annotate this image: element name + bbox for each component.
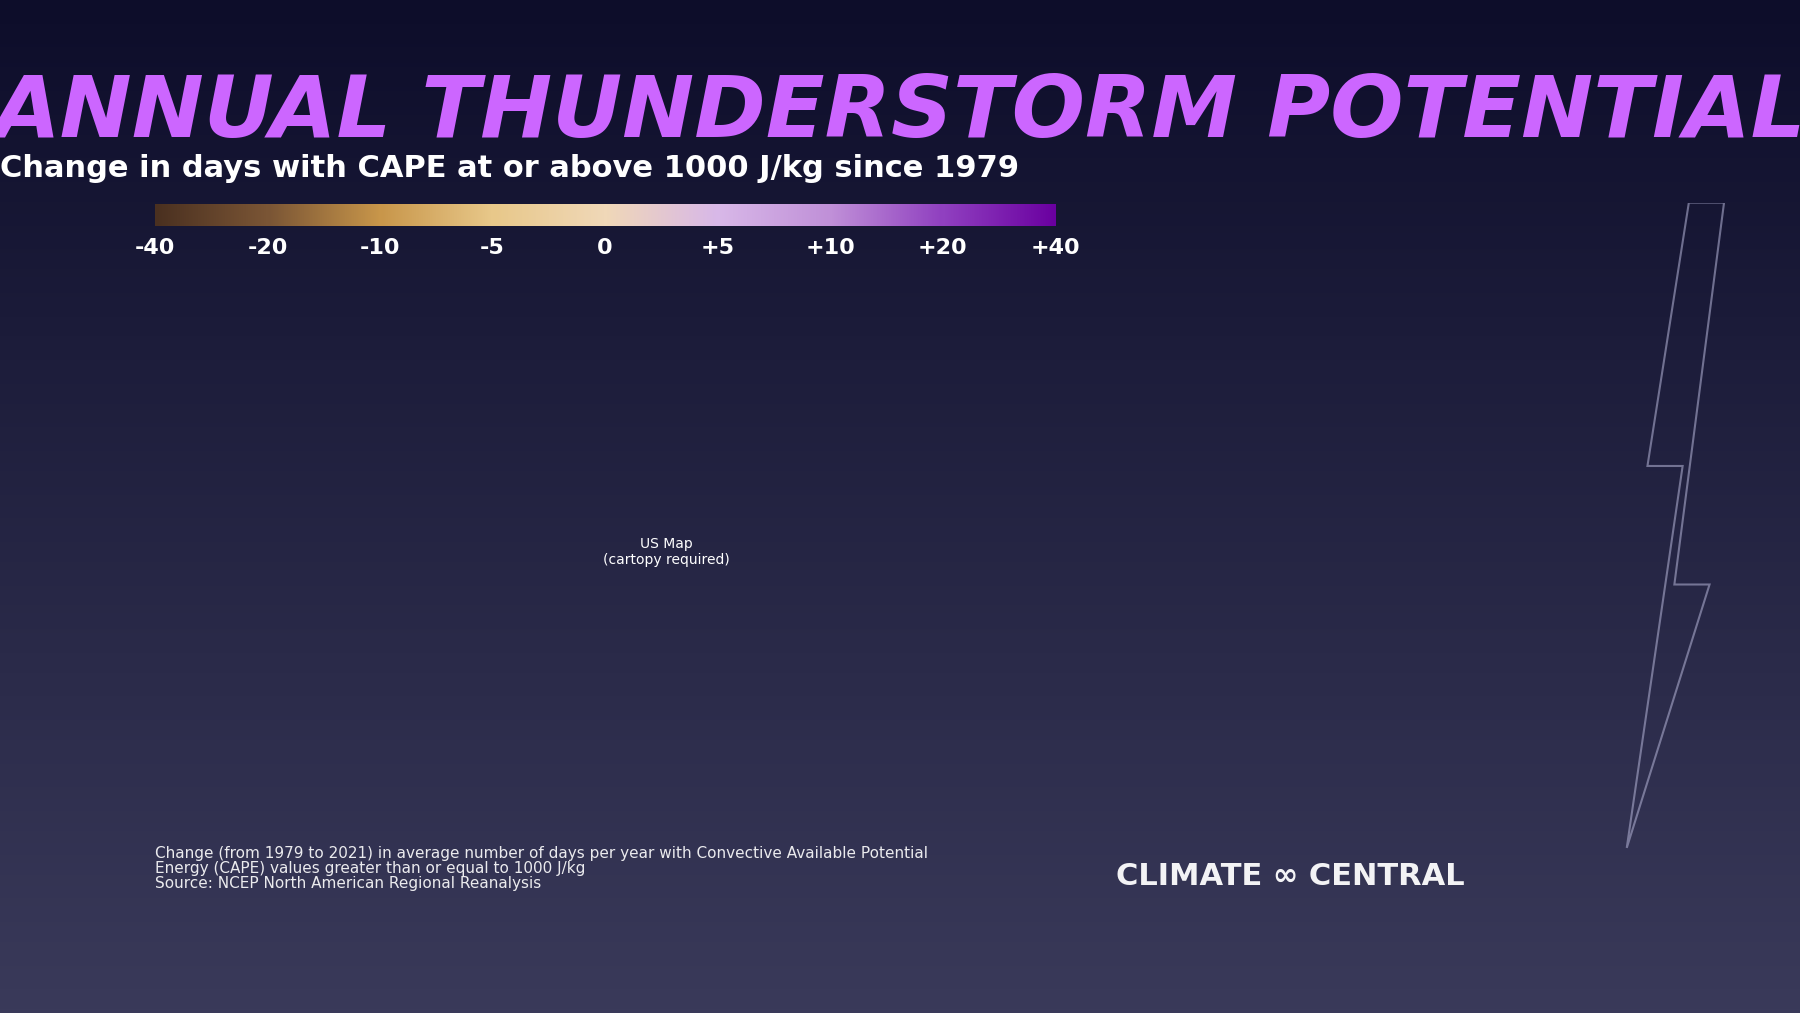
Text: Change in days with CAPE at or above 1000 J/kg since 1979: Change in days with CAPE at or above 100… [0, 154, 1019, 182]
Text: Energy (CAPE) values greater than or equal to 1000 J/kg: Energy (CAPE) values greater than or equ… [155, 861, 585, 876]
Text: Source: NCEP North American Regional Reanalysis: Source: NCEP North American Regional Rea… [155, 876, 542, 891]
Text: -10: -10 [360, 238, 400, 258]
Text: Change (from 1979 to 2021) in average number of days per year with Convective Av: Change (from 1979 to 2021) in average nu… [155, 846, 929, 861]
Text: +20: +20 [918, 238, 967, 258]
Text: -20: -20 [247, 238, 288, 258]
Text: US Map
(cartopy required): US Map (cartopy required) [603, 537, 729, 567]
Text: 0: 0 [598, 238, 612, 258]
Text: +5: +5 [700, 238, 734, 258]
Text: -40: -40 [135, 238, 175, 258]
Text: ANNUAL THUNDERSTORM POTENTIAL: ANNUAL THUNDERSTORM POTENTIAL [0, 72, 1800, 155]
Text: +10: +10 [805, 238, 855, 258]
Text: +40: +40 [1030, 238, 1080, 258]
Text: -5: -5 [481, 238, 504, 258]
Text: CLIMATE ∞ CENTRAL: CLIMATE ∞ CENTRAL [1116, 862, 1465, 891]
